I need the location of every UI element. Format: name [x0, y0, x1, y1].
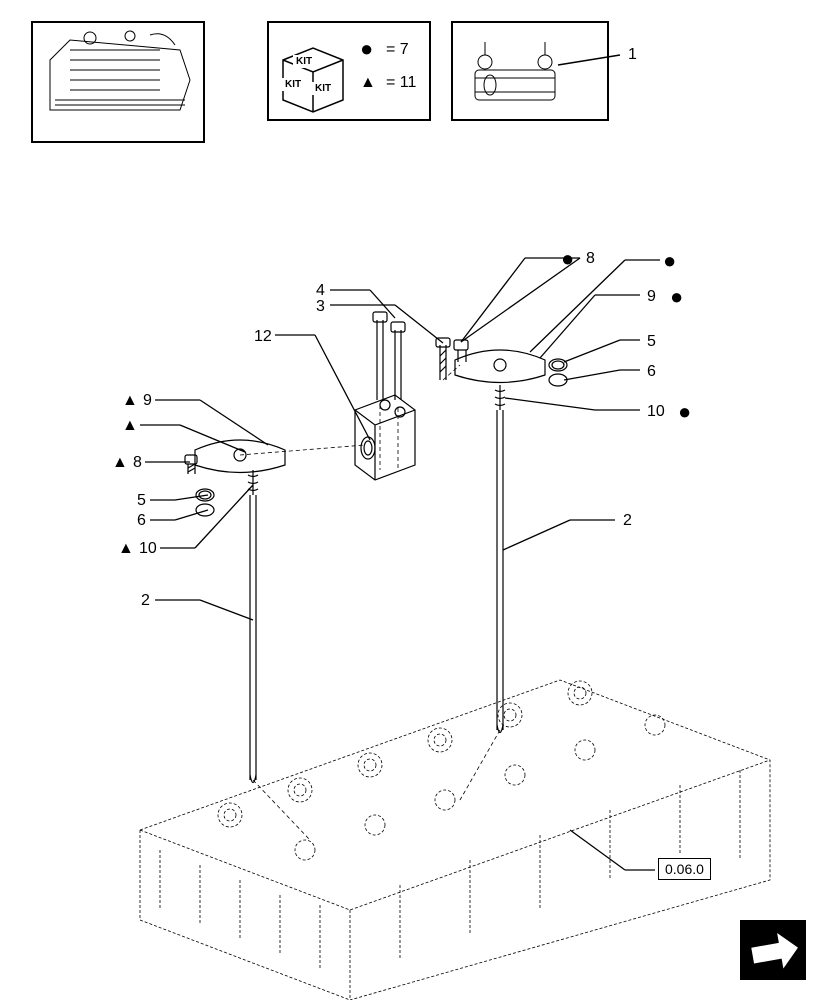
sym-circle-8r: ● [561, 248, 574, 270]
kit-triangle-icon: ▲ [360, 75, 376, 91]
nav-arrow-icon[interactable] [740, 920, 806, 980]
callout-9-right: 9 [644, 287, 659, 307]
kit-circle-value: = 7 [383, 40, 412, 60]
kit-circle-icon: ● [360, 38, 373, 60]
callout-6-left: 6 [134, 511, 149, 531]
kit-triangle-value: = 11 [383, 73, 419, 93]
callout-6-right: 6 [644, 362, 659, 382]
sym-tri-8l: ▲ [112, 455, 128, 471]
ref-box: 0.06.0 [658, 858, 711, 880]
callout-8-right: 8 [583, 249, 598, 269]
callout-3: 3 [313, 297, 328, 317]
sym-circle-lone: ● [663, 250, 676, 272]
callout-2-left: 2 [138, 591, 153, 611]
kit-cube-label-r: KIT [312, 82, 334, 95]
kit-cube-label-top: KIT [293, 55, 315, 68]
sym-tri-9l: ▲ [122, 393, 138, 409]
sym-tri-lone: ▲ [122, 418, 138, 434]
callout-5-left: 5 [134, 491, 149, 511]
callout-10-right: 10 [644, 402, 668, 422]
diagram-lines [0, 0, 824, 1000]
sym-circle-10r: ● [678, 401, 691, 423]
sym-tri-10l: ▲ [118, 541, 134, 557]
callout-12: 12 [251, 327, 275, 347]
callout-2-right: 2 [620, 511, 635, 531]
callout-9-left: 9 [140, 391, 155, 411]
callout-10-left: 10 [136, 539, 160, 559]
callout-5-right: 5 [644, 332, 659, 352]
sym-circle-9r: ● [670, 286, 683, 308]
callout-8-left: 8 [130, 453, 145, 473]
kit-cube-label-l: KIT [282, 78, 304, 91]
callout-1: 1 [625, 45, 640, 65]
